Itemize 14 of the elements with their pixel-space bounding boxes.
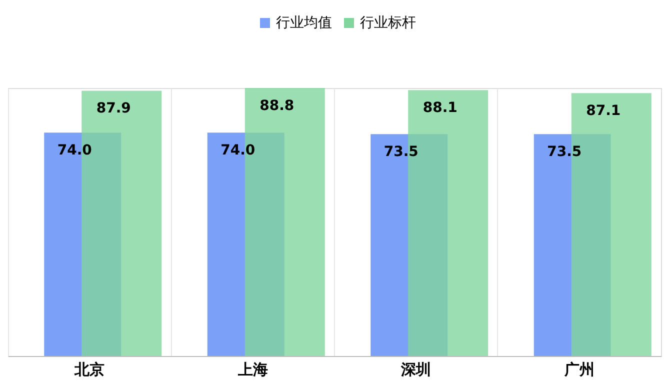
legend-label: 行业标杆 [360,15,416,31]
data-label: 88.8 [260,98,294,114]
data-label: 73.5 [384,144,418,160]
legend-label: 行业均值 [276,15,332,31]
data-label: 87.1 [586,103,621,120]
x-tick-label: 深圳 [400,360,432,378]
x-tick-label: 北京 [74,360,105,378]
data-label: 73.5 [547,144,582,160]
x-tick-label: 上海 [236,360,268,378]
data-label: 74.0 [57,142,92,159]
data-label: 88.1 [422,100,458,116]
x-tick-label: 广州 [563,360,594,378]
data-label: 87.9 [96,100,131,117]
data-label: 74.0 [220,142,256,159]
